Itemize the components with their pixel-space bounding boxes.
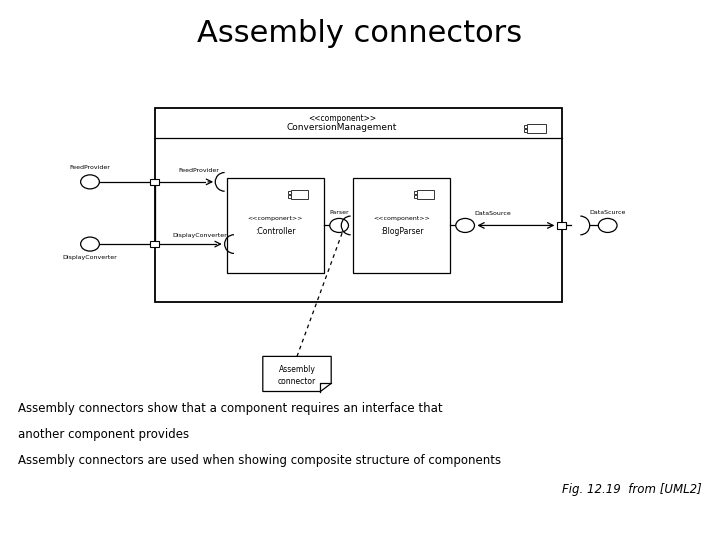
Bar xyxy=(291,190,308,199)
Text: Parser: Parser xyxy=(329,210,349,214)
Bar xyxy=(150,179,159,185)
Text: FeedProvider: FeedProvider xyxy=(179,168,220,173)
Circle shape xyxy=(81,175,99,189)
Text: Fig. 12.19  from [UML2]: Fig. 12.19 from [UML2] xyxy=(562,483,702,496)
Text: connector: connector xyxy=(278,377,316,386)
Text: Assembly connectors are used when showing composite structure of components: Assembly connectors are used when showin… xyxy=(18,454,501,467)
Text: another component provides: another component provides xyxy=(18,428,189,441)
Circle shape xyxy=(598,218,617,232)
Bar xyxy=(288,191,291,194)
Bar xyxy=(417,190,434,199)
Bar xyxy=(227,178,324,273)
Bar xyxy=(353,178,450,273)
Text: DisplayConverter: DisplayConverter xyxy=(63,255,117,260)
Bar xyxy=(155,108,562,302)
Circle shape xyxy=(456,218,474,232)
Text: FeedProvider: FeedProvider xyxy=(70,165,110,170)
Bar xyxy=(523,129,527,132)
Polygon shape xyxy=(263,356,331,392)
Text: Assembly connectors show that a component requires an interface that: Assembly connectors show that a componen… xyxy=(18,402,443,415)
Text: <<component>>: <<component>> xyxy=(308,114,376,123)
Bar xyxy=(414,195,417,198)
Bar xyxy=(523,125,527,128)
Bar xyxy=(527,124,546,133)
Bar xyxy=(557,222,566,229)
Text: Assembly connectors: Assembly connectors xyxy=(197,19,523,48)
Text: Assembly: Assembly xyxy=(279,365,315,374)
Text: DataSource: DataSource xyxy=(474,211,512,215)
Bar xyxy=(288,195,291,198)
Text: ConversionManagement: ConversionManagement xyxy=(287,123,397,132)
Text: <<component>>: <<component>> xyxy=(373,217,430,221)
Circle shape xyxy=(330,218,348,232)
Text: DataScurce: DataScurce xyxy=(590,210,626,214)
Text: :BlogParser: :BlogParser xyxy=(379,227,423,237)
Bar xyxy=(414,191,417,194)
Circle shape xyxy=(81,237,99,251)
Text: DisplayConverter: DisplayConverter xyxy=(172,233,227,238)
Text: <<componert>>: <<componert>> xyxy=(248,217,303,221)
Bar xyxy=(150,241,159,247)
Text: :Controller: :Controller xyxy=(255,227,296,237)
